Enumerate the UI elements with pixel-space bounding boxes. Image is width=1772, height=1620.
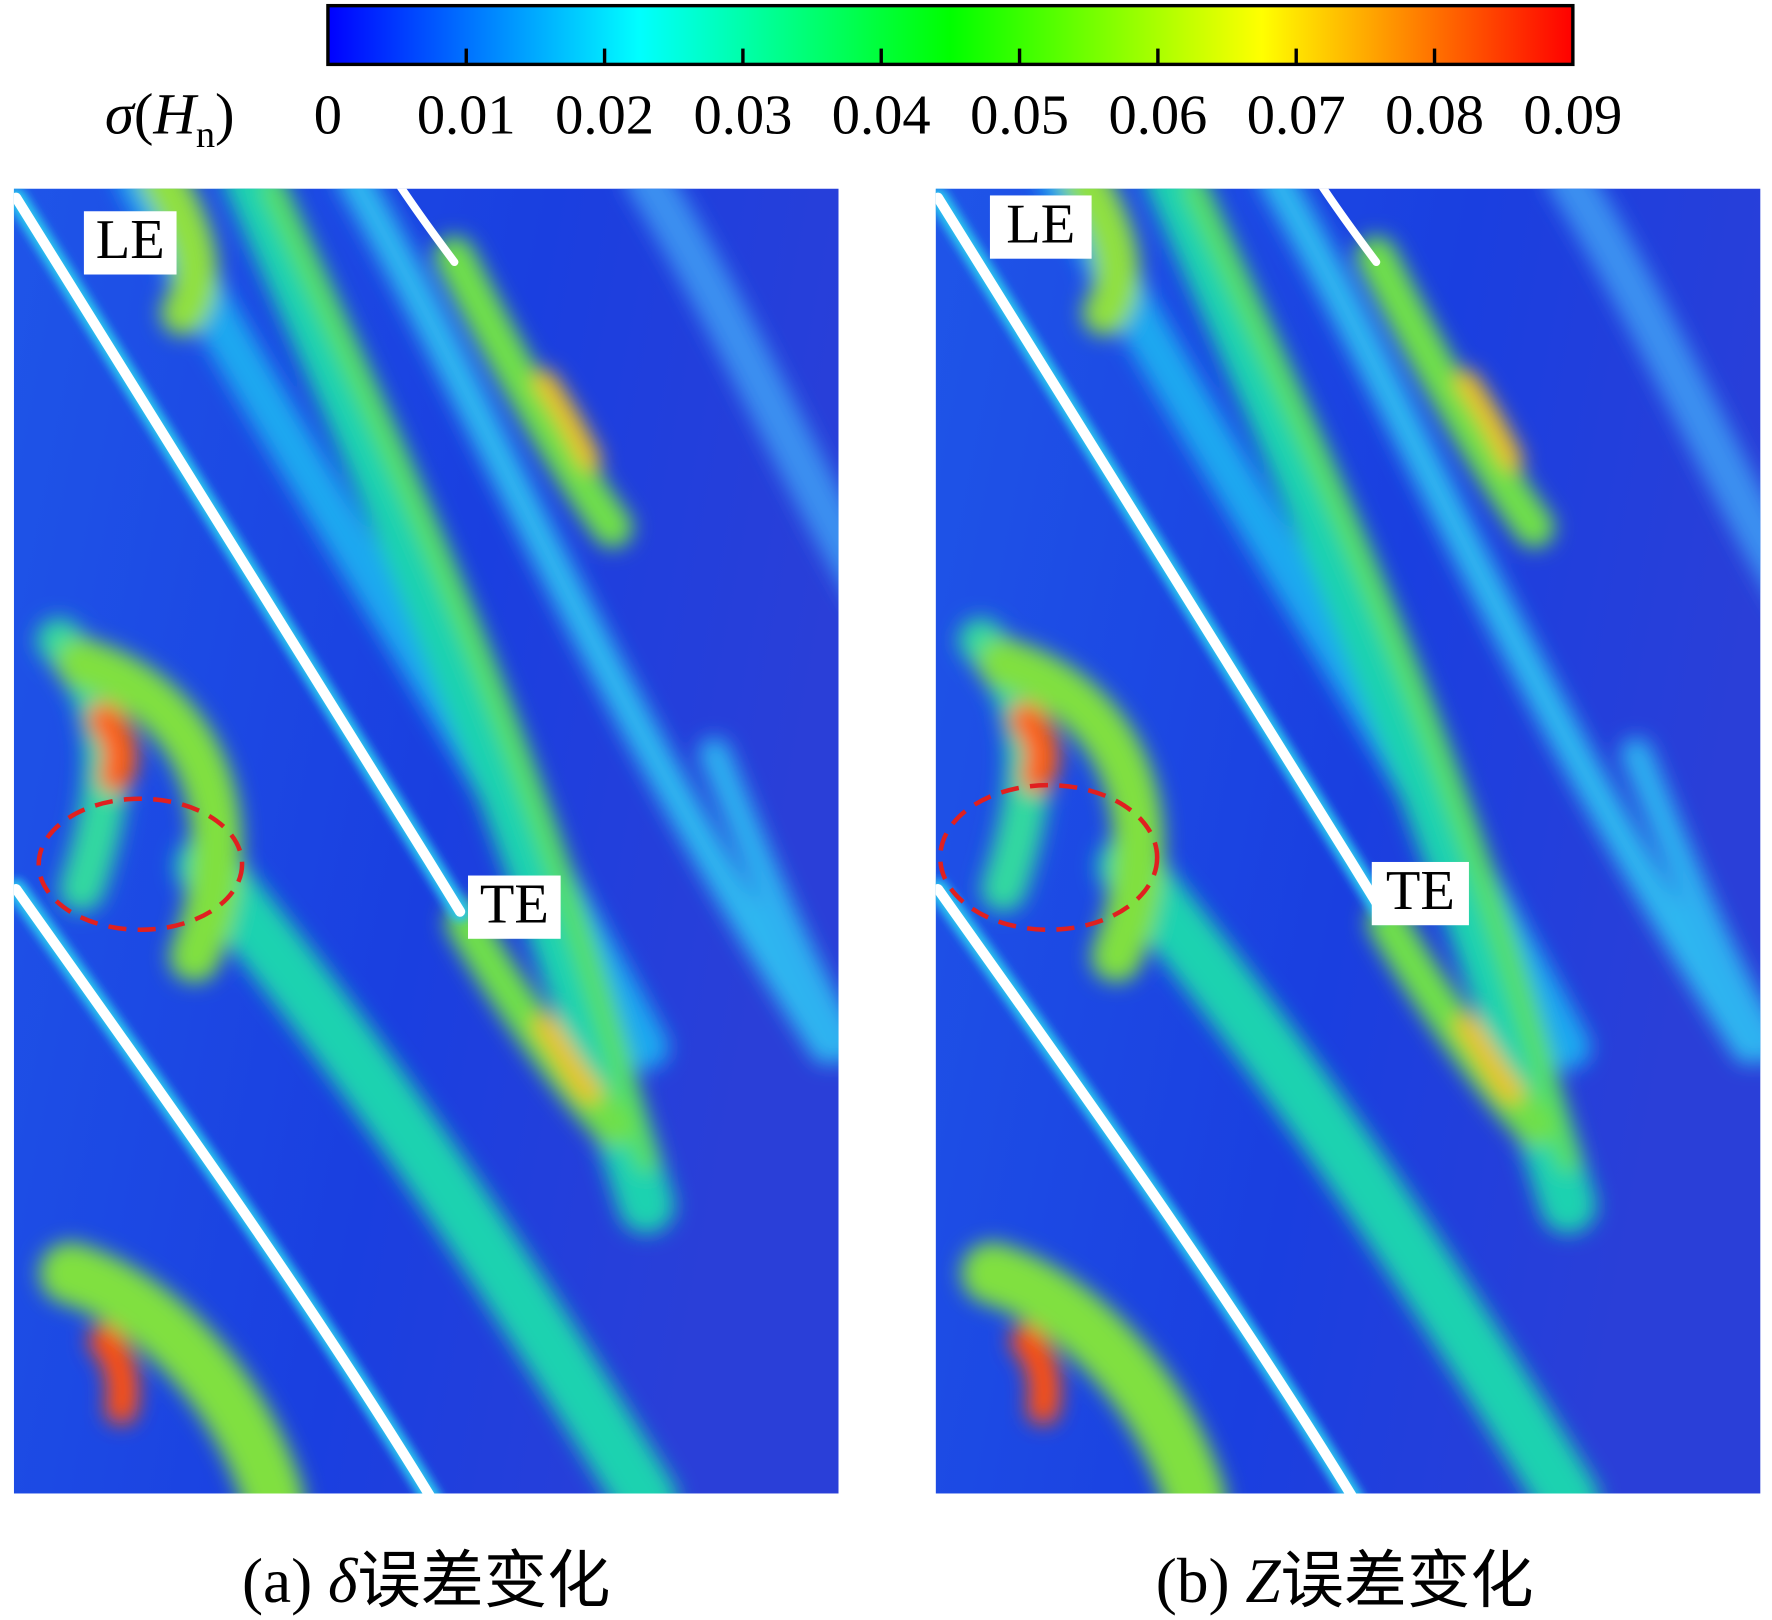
annotation-te: TE (480, 873, 549, 935)
caption-b: (b) Z误差变化 (1156, 1546, 1534, 1616)
label-box (468, 875, 561, 939)
colorbar-tick-label: 0.09 (1523, 84, 1622, 146)
caption-a: (a) δ误差变化 (242, 1546, 610, 1616)
label-box (989, 195, 1092, 259)
label-paren: ( (134, 81, 154, 146)
colorbar-tick-label: 0.03 (693, 84, 792, 146)
label-subscript: n (196, 114, 215, 156)
panel-a: LE TE (14, 177, 873, 1499)
highlight-ellipse (36, 796, 245, 933)
colorbar: 0 0.01 0.02 0.03 0.04 0.05 0.06 0.07 0.08 0.09 σ(… (105, 3, 1622, 156)
colorbar-tick-label: 0 (314, 84, 342, 146)
label-box (1371, 861, 1469, 926)
caption-text: 误差变化 (357, 1546, 610, 1616)
colorbar-gradient (326, 3, 1575, 67)
label-paren: ) (215, 81, 235, 146)
contour-field (14, 177, 873, 1499)
colorbar-tick-label: 0.07 (1247, 84, 1346, 146)
annotation-le: LE (1006, 193, 1075, 255)
caption-prefix: (b) (1156, 1546, 1230, 1616)
colorbar-tick-label: 0.08 (1385, 84, 1484, 146)
highlight-ellipse (937, 782, 1160, 933)
panel-b: LE TE (936, 177, 1772, 1499)
annotation-le: LE (96, 209, 165, 271)
colorbar-tick-label: 0.06 (1108, 84, 1207, 146)
colorbar-tick-label: 0.04 (832, 84, 931, 146)
colorbar-tick-label: 0.02 (555, 84, 654, 146)
caption-prefix: (a) (242, 1546, 312, 1616)
label-box (83, 211, 177, 275)
caption-symbol: δ (328, 1546, 359, 1616)
label-variable: H (152, 81, 199, 146)
colorbar-label: σ(Hn) (105, 81, 235, 156)
annotation-te: TE (1386, 860, 1455, 922)
contour-field (936, 177, 1772, 1499)
label-symbol: σ (105, 81, 136, 146)
caption-symbol: Z (1245, 1546, 1281, 1616)
caption-text: 误差变化 (1281, 1546, 1534, 1616)
colorbar-tick-label: 0.01 (417, 84, 516, 146)
colorbar-tick-label: 0.05 (970, 84, 1069, 146)
colorbar-ticks: 0 0.01 0.02 0.03 0.04 0.05 0.06 0.07 0.08 0.09 (314, 48, 1622, 146)
